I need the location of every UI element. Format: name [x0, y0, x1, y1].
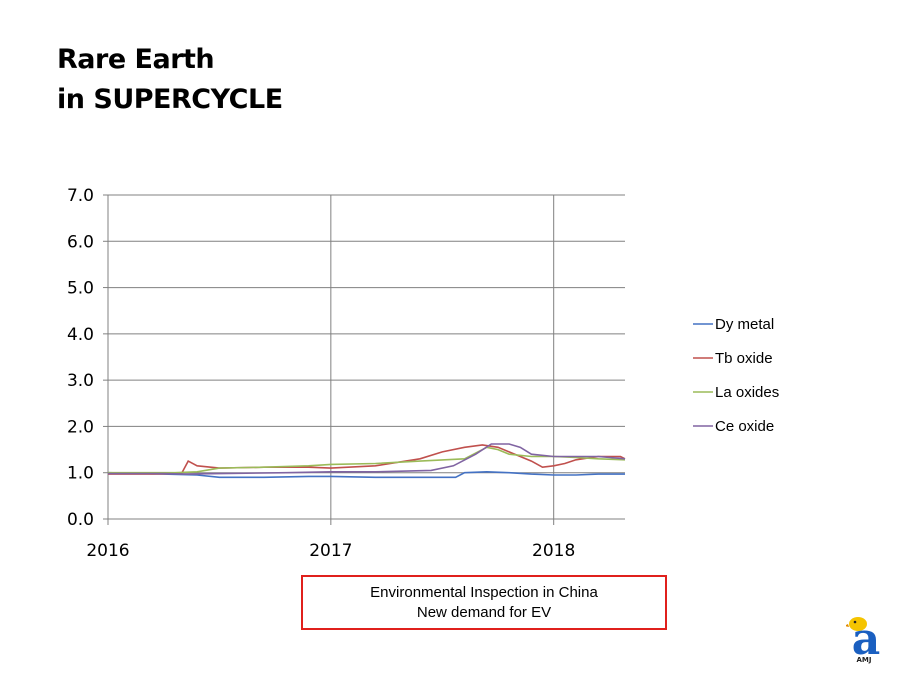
y-tick-label: 4.0 [67, 325, 94, 345]
annotation-box: Environmental Inspection in China New de… [301, 575, 667, 630]
amj-logo: a AMJ [846, 612, 882, 668]
logo-letter: a [852, 614, 881, 656]
x-tick-label: 2016 [86, 541, 129, 561]
slide-title: Rare Earth in SUPERCYCLE [57, 40, 283, 120]
legend-label: La oxides [715, 384, 779, 401]
legend-label: Dy metal [715, 316, 774, 333]
legend-label: Ce oxide [715, 418, 774, 435]
y-tick-label: 1.0 [67, 464, 94, 484]
title-line-2: in SUPERCYCLE [57, 84, 283, 115]
x-tick-label: 2017 [309, 541, 352, 561]
logo-caption: AMJ [856, 656, 872, 664]
title-line-1: Rare Earth [57, 44, 215, 75]
annotation-line-2: New demand for EV [416, 603, 552, 621]
legend-label: Tb oxide [715, 350, 773, 367]
series-line-ce-oxide [108, 443, 626, 475]
x-tick-label: 2018 [532, 541, 575, 561]
series-line-tb-oxide [108, 444, 626, 475]
y-tick-label: 0.0 [67, 510, 94, 530]
y-tick-label: 5.0 [67, 279, 94, 299]
y-tick-label: 3.0 [67, 371, 94, 391]
series-line-la-oxides [108, 446, 626, 474]
y-tick-label: 7.0 [67, 186, 94, 206]
y-tick-label: 2.0 [67, 417, 94, 437]
amj-logo-icon: a [846, 614, 881, 656]
annotation-line-1: Environmental Inspection in China [370, 583, 598, 601]
series-line-dy-metal [107, 470, 625, 479]
y-tick-label: 6.0 [67, 232, 94, 252]
